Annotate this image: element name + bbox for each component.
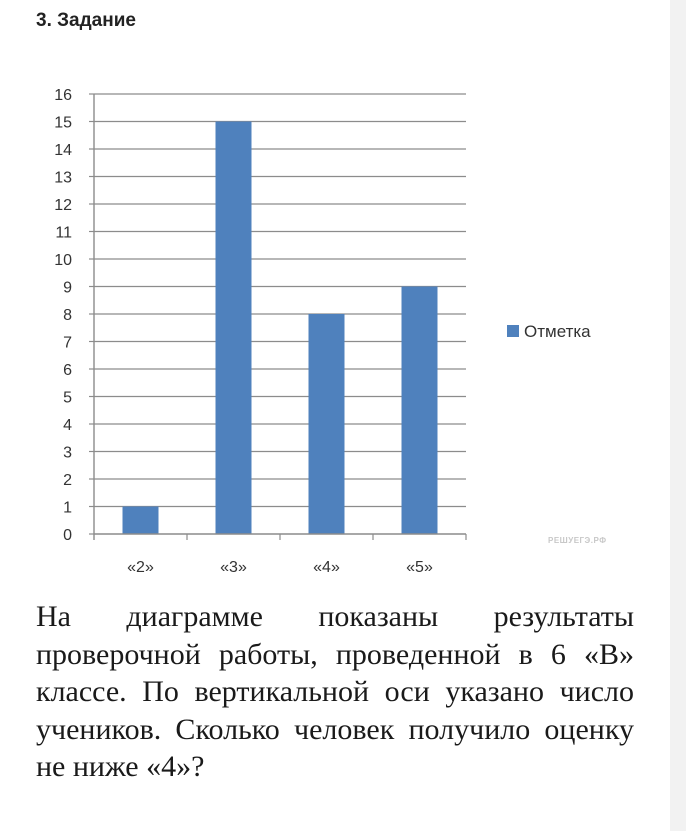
y-tick-label: 6: [63, 362, 72, 379]
y-tick-label: 5: [63, 390, 72, 407]
x-tick-label: «3»: [220, 559, 247, 576]
x-tick-label: «2»: [127, 559, 154, 576]
bar-2: [215, 121, 252, 534]
y-tick-label: 7: [63, 335, 72, 352]
y-tick-label: 13: [54, 170, 72, 187]
legend: Отметка: [507, 322, 591, 341]
question-text: На диаграмме показаны результаты проверо…: [36, 600, 634, 783]
y-tick-label: 9: [63, 280, 72, 297]
y-tick-label: 1: [63, 500, 72, 517]
y-tick-label: 3: [63, 445, 72, 462]
y-tick-label: 8: [63, 307, 72, 324]
task-title: 3. Задание: [36, 10, 136, 31]
bar-1: [122, 506, 159, 534]
y-tick-label: 11: [55, 225, 72, 242]
y-tick-label: 2: [63, 472, 72, 489]
y-tick-label: 4: [63, 417, 72, 434]
legend-swatch: [507, 325, 519, 337]
bars: [122, 121, 438, 534]
x-tick-label: «4»: [313, 559, 340, 576]
legend-label: Отметка: [524, 322, 591, 341]
watermark: РЕШУЕГЭ.РФ: [548, 536, 607, 545]
x-axis-ticks: «2» «3» «4» «5»: [127, 534, 467, 576]
y-tick-label: 14: [54, 142, 72, 159]
bar-4: [401, 286, 438, 534]
y-tick-label: 16: [54, 87, 72, 104]
y-tick-label: 15: [54, 115, 72, 132]
y-tick-label: 10: [54, 252, 72, 269]
y-tick-label: 12: [54, 197, 72, 214]
y-tick-label: 0: [63, 527, 72, 544]
page-edge: [670, 0, 686, 831]
x-tick-label: «5»: [406, 559, 433, 576]
bar-3: [308, 314, 345, 534]
